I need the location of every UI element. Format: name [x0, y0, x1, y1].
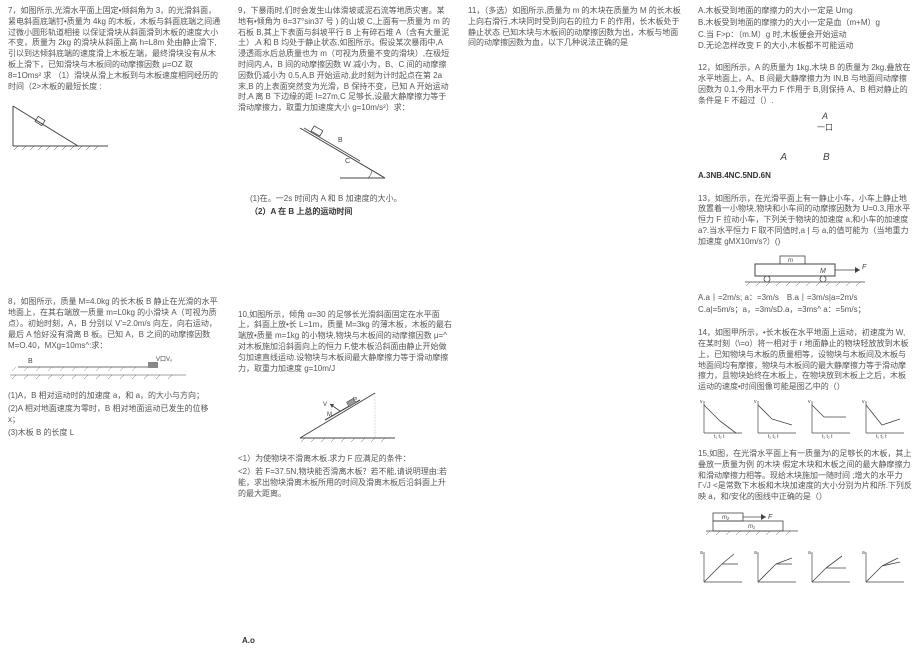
box-icon: 一口 [817, 123, 833, 134]
svg-text:v: v [754, 399, 757, 405]
column-3: 11，（多选）如图所示,质量为 m 的木块在质量为 M 的长木板上向右滑行,木块… [460, 0, 690, 651]
problem-9: 9，下暴雨时,们时会发生山体滑坡或泥石流等地质灾害。某地有•倾角为 θ=37°s… [238, 6, 452, 220]
problem-8-q2: (2)A 相对地面速度为零时，B 相对地面运动已发生的位移 x； [8, 404, 222, 426]
problem-7-text: 7，如图所示,光滑水平面上固定•倾斜角为 3，的光滑斜面，紧电斜面底端钉•质量为… [8, 6, 222, 92]
problem-10-q1: <1）为使物块不滑离木板.求力 F 应满足的条件： [238, 454, 452, 465]
problem-8-q3: (3)木板 B 的长度 L [8, 428, 222, 439]
svg-text:a: a [700, 550, 703, 556]
svg-text:t₁ t₂ t: t₁ t₂ t [714, 434, 725, 439]
opt-11a: A.木板受到地面的摩擦力的大小一定是 Umg [698, 6, 912, 17]
svg-text:B: B [338, 137, 343, 144]
problem-8-text: 8，如图所示，质量 M=4.0kg 的长木板 B 静止在光滑的水平地面上，在其右… [8, 297, 222, 351]
problem-7: 7，如图所示,光滑水平面上固定•倾斜角为 3，的光滑斜面，紧电斜面底端钉•质量为… [8, 6, 222, 157]
opt-11c: C.当 F>p：（m.M）g 时,木板便会开始运动 [698, 30, 912, 41]
problem-15-diagram: m₂ m₁ F [698, 507, 912, 542]
svg-text:v: v [808, 399, 811, 405]
problem-9-diagram: B C [238, 118, 452, 188]
problem-12-diagram: A 一口 A B [698, 110, 912, 164]
svg-text:v: v [700, 399, 703, 405]
svg-text:B: B [28, 358, 33, 365]
problem-15-options: a a a [698, 548, 912, 588]
problem-13: 13，如图所示，在光滑平面上有一静止小车，小车上静止地放置着一小物块,物块和小车… [698, 194, 912, 319]
svg-text:a: a [862, 550, 865, 556]
problem-11: 11，（多选）如图所示,质量为 m 的木块在质量为 M 的长木板上向右滑行,木块… [468, 6, 682, 51]
svg-text:t₁ t₂ t: t₁ t₂ t [768, 434, 779, 439]
svg-text:m₁: m₁ [748, 524, 755, 530]
problem-15-text: 15,如图，在光滑水平面上有一质量为\的足够长的木板，其上叠放一质量为例 的木块… [698, 449, 912, 503]
problem-8: 8，如图所示，质量 M=4.0kg 的长木板 B 静止在光滑的水平地面上，在其右… [8, 297, 222, 440]
problem-11-options: A.木板受到地面的摩擦力的大小一定是 Umg B.木板受到地面的摩擦力的大小一定… [698, 6, 912, 53]
svg-text:a: a [754, 550, 757, 556]
problem-9-q2: （2）A 在 B 上总的运动时间 [238, 207, 452, 218]
problem-9-text: 9，下暴雨时,们时会发生山体滑坡或泥石流等地质灾害。某地有•倾角为 θ=37°s… [238, 6, 452, 114]
problem-13-text: 13，如图所示，在光滑平面上有一静止小车，小车上静止地放置着一小物块,物块和小车… [698, 194, 912, 248]
column-2: 9，下暴雨时,们时会发生山体滑坡或泥石流等地质灾害。某地有•倾角为 θ=37°s… [230, 0, 460, 651]
svg-text:V: V [323, 402, 327, 408]
problem-7-diagram [8, 96, 222, 151]
svg-text:a: a [808, 550, 811, 556]
svg-text:M: M [820, 268, 826, 275]
problem-12-text: 12，如图所示，A 的质量为 1kg,木块 B 的质量为 2kg,叠放在水平地面… [698, 63, 912, 106]
problem-15: 15,如图，在光滑水平面上有一质量为\的足够长的木板，其上叠放一质量为例 的木块… [698, 449, 912, 588]
opt-13c: C.a|=5m/s；a，=3m/sD.a，=3ms^ a：=5m/s； [698, 305, 912, 316]
opt-13a: A.a丨=2m/s; a：=3m/s B.a丨=3m/s|a=2m/s [698, 293, 912, 304]
label-a-top: A [822, 110, 828, 122]
problem-10: 10,如图所示，倾角 α=30 的足够长光滑斜面固定在水平面上，斜面上放•长 L… [238, 310, 452, 502]
label-b: B [823, 151, 830, 165]
svg-text:C: C [345, 158, 350, 165]
label-ao: A.o [238, 636, 452, 645]
label-a: A [780, 151, 787, 165]
problem-9-q1: (1)在。一2s 时间内 A 和 B 加速度的大小。 [238, 194, 452, 205]
problem-14-text: 14，如图甲所示，•长木板在水平地面上运动，初速度为 W,在某时刻（\=o）将一… [698, 328, 912, 393]
svg-text:t₁ t₂ t: t₁ t₂ t [876, 434, 887, 439]
svg-text:m: m [353, 396, 357, 402]
problem-12-ans: A.3NB.4NC.5ND.6N [698, 171, 912, 182]
problem-14: 14，如图甲所示，•长木板在水平地面上运动，初速度为 W,在某时刻（\=o）将一… [698, 328, 912, 439]
problem-10-text: 10,如图所示，倾角 α=30 的足够长光滑斜面固定在水平面上，斜面上放•长 L… [238, 310, 452, 375]
svg-text:M: M [327, 412, 332, 418]
column-1: 7，如图所示,光滑水平面上固定•倾斜角为 3，的光滑斜面，紧电斜面底端钉•质量为… [0, 0, 230, 651]
svg-text:V口V。: V口V。 [156, 356, 176, 363]
column-4: A.木板受到地面的摩擦力的大小一定是 Umg B.木板受到地面的摩擦力的大小一定… [690, 0, 920, 651]
problem-8-q1: (1)A，B 相对运动时的加速度 a，和 a，的大小与方向； [8, 391, 222, 402]
problem-11-text: 11，（多选）如图所示,质量为 m 的木块在质量为 M 的长木板上向右滑行,木块… [468, 6, 682, 49]
problem-8-diagram: B V口V。 [8, 355, 222, 385]
svg-text:F: F [862, 264, 867, 271]
svg-text:v: v [862, 399, 865, 405]
svg-text:F: F [768, 514, 773, 521]
opt-11b: B.木板受到地面的摩擦力的大小一定是血（m+M）g [698, 18, 912, 29]
svg-text:t₁ t₂ t: t₁ t₂ t [822, 434, 833, 439]
problem-10-diagram: M m V [238, 378, 452, 448]
opt-11d: D.无论怎样改变 F 的大小,木板都不可能运动 [698, 41, 912, 52]
problem-10-q2: <2）若 F=37.5N,物块能否滑离木板？若不能,请说明理由:若能，求出物块滑… [238, 467, 452, 499]
svg-text:m₂: m₂ [722, 515, 730, 521]
problem-12: 12，如图所示，A 的质量为 1kg,木块 B 的质量为 2kg,叠放在水平地面… [698, 63, 912, 183]
problem-13-diagram: m M F [698, 252, 912, 287]
svg-text:m: m [788, 258, 793, 264]
problem-14-diagrams: v t₁ t₂ t v t₁ t₂ t v t₁ t₂ t [698, 397, 912, 439]
